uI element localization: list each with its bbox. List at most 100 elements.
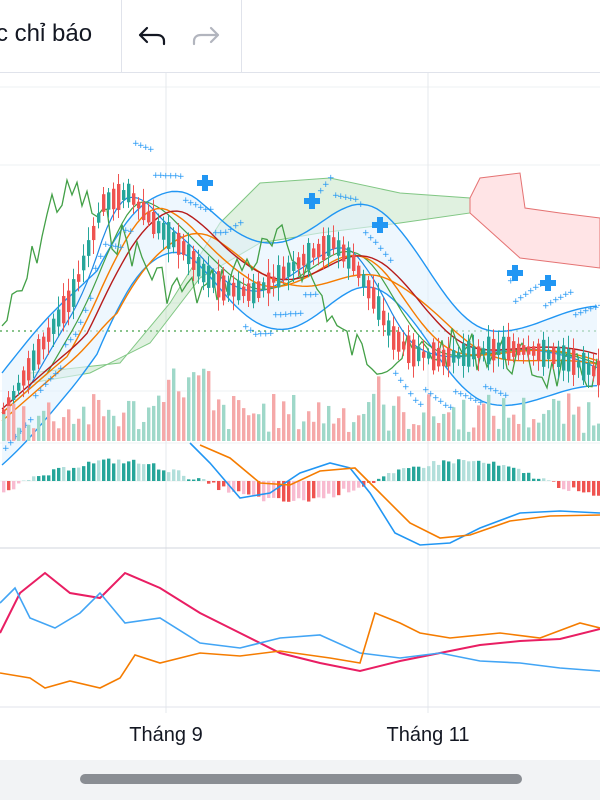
sar-dot: + <box>452 387 460 397</box>
candle-body <box>162 222 166 240</box>
sar-dot: + <box>492 387 500 397</box>
sar-dot: + <box>307 290 315 300</box>
sar-dot: + <box>47 375 55 385</box>
sar-dot: + <box>212 229 220 239</box>
candle-body <box>442 349 446 367</box>
macd-histogram-bar <box>272 481 276 498</box>
sar-dot: + <box>192 201 200 211</box>
indicators-button[interactable]: c chỉ báo <box>0 20 93 47</box>
candle-body <box>422 351 426 358</box>
sar-dot: + <box>72 330 80 340</box>
macd-histogram-bar <box>437 464 441 481</box>
macd-histogram-bar <box>27 479 31 481</box>
candle-body <box>467 341 471 367</box>
candle-body <box>77 274 81 282</box>
volume-bar <box>347 431 351 441</box>
candle-body <box>452 349 456 363</box>
sar-dot: + <box>567 288 575 298</box>
sar-dot: + <box>402 383 410 393</box>
macd-histogram-bar <box>152 463 156 481</box>
candle-body <box>262 282 266 291</box>
macd-histogram-bar <box>397 469 401 481</box>
volume-bar <box>262 403 266 441</box>
sar-dot: + <box>87 294 95 304</box>
volume-bar <box>427 394 431 441</box>
ema-orange-slow <box>1 232 598 422</box>
sar-dot: + <box>342 193 350 203</box>
volume-bar <box>567 393 571 441</box>
sar-dot: + <box>547 299 555 309</box>
sar-dot: + <box>532 283 540 293</box>
macd-histogram-bar <box>457 459 461 481</box>
volume-bar <box>117 426 121 441</box>
macd-histogram-bar <box>52 469 56 481</box>
candle-body <box>82 255 86 271</box>
volume-bar <box>417 425 421 441</box>
volume-bar <box>152 405 156 441</box>
macd-histogram-bar <box>532 478 536 481</box>
macd-histogram-bar <box>302 481 306 501</box>
volume-bar <box>517 423 521 441</box>
sar-dot: + <box>332 191 340 201</box>
candle-body <box>172 232 176 248</box>
sar-dot: + <box>82 306 90 316</box>
sar-dot: + <box>2 444 10 454</box>
candle-body <box>217 271 221 298</box>
volume-bar <box>127 400 131 441</box>
volume-bar <box>122 412 126 441</box>
sar-dot: + <box>427 390 435 400</box>
candle-body <box>17 382 21 391</box>
sar-dot: + <box>247 326 255 336</box>
macd-histogram-bar <box>472 461 476 481</box>
oscillator-panel <box>0 571 600 689</box>
candle-body <box>207 265 211 288</box>
macd-histogram-bar <box>242 481 246 495</box>
candle-body <box>392 326 396 350</box>
candle-body <box>597 360 600 386</box>
candle-body <box>192 251 196 270</box>
candle-body <box>462 343 466 367</box>
candle-body <box>187 244 191 265</box>
macd-histogram-bar <box>332 481 336 498</box>
candle-body <box>132 193 136 205</box>
candle-body <box>412 339 416 367</box>
candle-body <box>302 253 306 266</box>
undo-icon[interactable] <box>134 18 170 54</box>
sar-dot: + <box>517 294 525 304</box>
macd-histogram-bar <box>127 461 131 481</box>
macd-histogram-bar <box>107 458 111 481</box>
macd-histogram-bar <box>502 465 506 481</box>
redo-icon[interactable] <box>188 18 224 54</box>
macd-histogram-bar <box>342 481 346 489</box>
volume-bar <box>7 405 11 441</box>
macd-histogram-bar <box>72 467 76 481</box>
candle-body <box>112 188 116 210</box>
volume-bar <box>407 428 411 441</box>
sar-dot: + <box>42 380 50 390</box>
macd-histogram-bar <box>487 463 491 481</box>
volume-bar <box>287 414 291 441</box>
price-chart[interactable]: ++++++++++++++++++++++++++++++++++++++++… <box>0 73 600 760</box>
sar-dot: + <box>487 385 495 395</box>
volume-bar <box>552 398 556 441</box>
volume-bar <box>167 379 171 441</box>
macd-histogram-bar <box>42 475 46 481</box>
sar-dot: + <box>287 310 295 320</box>
volume-bar <box>542 413 546 441</box>
candle-body <box>92 225 96 241</box>
sar-dot: + <box>12 433 20 443</box>
horizontal-scrollbar[interactable] <box>80 774 522 784</box>
volume-bar <box>77 418 81 441</box>
sar-dot: + <box>222 228 230 238</box>
candle-body <box>247 283 251 301</box>
candle-body <box>57 309 61 327</box>
candle-body <box>402 341 406 350</box>
volume-bar <box>372 393 376 441</box>
volume-bar <box>447 412 451 441</box>
sar-dot: + <box>127 227 135 237</box>
volume-bar <box>492 415 496 441</box>
volume-bar <box>277 428 281 441</box>
sar-dot: + <box>267 329 275 339</box>
candle-body <box>417 346 421 362</box>
candle-body <box>487 336 491 365</box>
